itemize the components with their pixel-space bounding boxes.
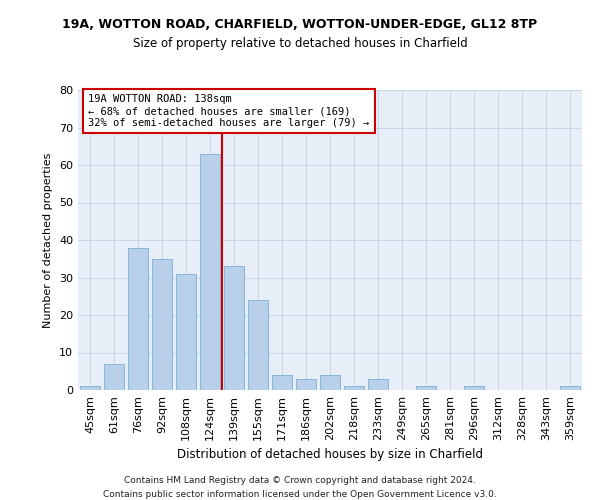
Text: Size of property relative to detached houses in Charfield: Size of property relative to detached ho… [133,38,467,51]
Text: Contains HM Land Registry data © Crown copyright and database right 2024.: Contains HM Land Registry data © Crown c… [124,476,476,485]
Bar [320,375,340,390]
Text: Contains public sector information licensed under the Open Government Licence v3: Contains public sector information licen… [103,490,497,499]
Bar [344,386,364,390]
Bar [104,364,124,390]
Bar [368,379,388,390]
Text: 19A, WOTTON ROAD, CHARFIELD, WOTTON-UNDER-EDGE, GL12 8TP: 19A, WOTTON ROAD, CHARFIELD, WOTTON-UNDE… [62,18,538,30]
Bar [176,274,196,390]
Bar [200,154,220,390]
Bar [80,386,100,390]
Text: 19A WOTTON ROAD: 138sqm
← 68% of detached houses are smaller (169)
32% of semi-d: 19A WOTTON ROAD: 138sqm ← 68% of detache… [88,94,370,128]
Bar [560,386,580,390]
X-axis label: Distribution of detached houses by size in Charfield: Distribution of detached houses by size … [177,448,483,462]
Bar [248,300,268,390]
Bar [128,248,148,390]
Bar [416,386,436,390]
Bar [152,259,172,390]
Bar [224,266,244,390]
Bar [464,386,484,390]
Y-axis label: Number of detached properties: Number of detached properties [43,152,53,328]
Bar [296,379,316,390]
Bar [272,375,292,390]
